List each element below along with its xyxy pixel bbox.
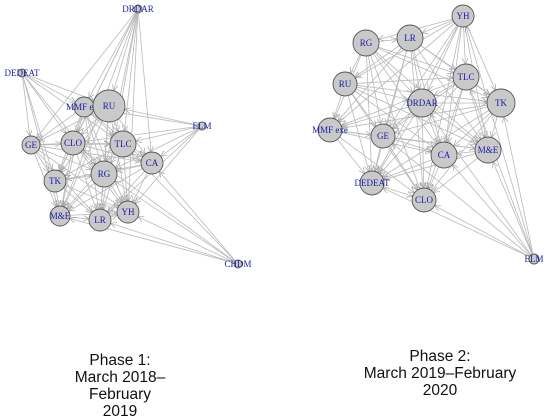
phase2-node-ca: CA	[431, 142, 457, 168]
phase1-node-yh: YH	[117, 201, 139, 223]
phase2-network: YH RG LR RU TLC DRDAR TK MMF exe GE M&E CA DEDEAT CL…	[312, 5, 543, 264]
phase2-caption: Phase 2: March 2019–February 2020	[355, 348, 525, 399]
phase2-edge-mmf-exe-dedeat	[337, 139, 363, 172]
phase1-node-lr: LR	[89, 209, 111, 231]
phase2-node-label: CA	[438, 150, 451, 160]
phase1-caption-line-2: March 2018–February	[45, 369, 195, 403]
phase1-node-label: TK	[49, 176, 61, 186]
phase1-edge-elm-clo	[86, 127, 198, 142]
phase1-edge-elm-ru	[126, 110, 198, 126]
phase2-node-lr: LR	[397, 25, 423, 51]
phase1-node-mande: M&E	[50, 206, 71, 226]
phase1-node-tlc: TLC	[110, 131, 136, 157]
phase1-edge-lr-yh	[111, 215, 117, 217]
phase1-edge-chdm-lr	[111, 224, 234, 263]
phase2-edge-elm-clo	[435, 206, 529, 256]
phase1-edge-mande-lr	[70, 217, 88, 219]
phase2-node-label: LR	[404, 33, 416, 43]
phase1-edge-elm-tlc	[137, 127, 198, 141]
phase1-node-ca: CA	[141, 152, 163, 174]
phase2-edge-rg-lr	[379, 40, 396, 42]
phase2-edge-drdar-ca	[427, 116, 438, 142]
phase1-node-label: LR	[94, 215, 106, 225]
phase2-edge-ru-ge	[352, 94, 375, 126]
phase1-node-label: M&E	[50, 211, 71, 221]
phase2-node-label: MMF exe	[312, 125, 348, 135]
phase2-caption-line-1: Phase 2:	[355, 348, 525, 365]
phase1-node-label: GE	[25, 140, 37, 150]
phase1-node-label: YH	[122, 207, 135, 217]
phase1-node-tk: TK	[44, 170, 66, 192]
phase2-edge-tk-mande	[492, 116, 498, 136]
phase1-edge-dedeat-ru	[26, 74, 93, 100]
phase2-node-mmf-exe: MMF exe	[312, 118, 348, 142]
phase1-node-rg: RG	[91, 161, 117, 187]
phase2-edge-rg-ru	[351, 55, 360, 73]
phase2-edge-ru-mmf-exe	[334, 95, 341, 117]
phase2-node-label: DEDEAT	[355, 178, 390, 188]
phase1-node-clo: CLO	[61, 131, 85, 155]
phase2-caption-line-2: March 2019–February	[355, 365, 525, 382]
phase2-node-label: YH	[457, 11, 470, 21]
phase2-node-rg: RG	[353, 30, 379, 56]
phase1-node-label: RU	[103, 101, 116, 111]
phase1-node-label: TLC	[115, 139, 132, 149]
phase2-node-label: ELM	[525, 254, 544, 264]
phase1-node-chdm: CHDM	[224, 259, 251, 269]
phase2-edge-rg-dedeat	[367, 56, 372, 170]
phase1-node-dedeat: DEDEAT	[5, 68, 40, 78]
phase2-node-yh: YH	[452, 5, 474, 27]
phase1-edge-chdm-yh	[139, 217, 235, 262]
phase2-node-label: DRDAR	[406, 98, 438, 108]
phase1-node-label: ELM	[193, 121, 212, 131]
phase2-node-ge: GE	[371, 124, 395, 148]
phase1-edge-chdm-ca	[160, 172, 236, 261]
phase2-node-ru: RU	[333, 72, 357, 96]
phase1-node-ge: GE	[22, 136, 40, 154]
phase2-edge-mande-ca	[458, 151, 475, 153]
phase2-node-mande: M&E	[475, 137, 501, 163]
phase1-node-drdar: DRDAR	[122, 4, 154, 14]
phase2-node-label: GE	[377, 131, 389, 141]
phase1-node-label: CA	[146, 158, 159, 168]
phase2-edge-elm-tk	[504, 118, 533, 254]
phase2-node-label: CLO	[415, 195, 434, 205]
phase2-node-clo: CLO	[412, 188, 436, 212]
phase1-node-ru: RU	[93, 90, 125, 122]
phase2-node-label: RU	[339, 79, 352, 89]
phase2-node-elm: ELM	[525, 254, 544, 264]
phase1-caption-line-1: Phase 1:	[45, 352, 195, 369]
phase2-node-tlc: TLC	[453, 64, 479, 90]
phase2-node-label: M&E	[478, 145, 499, 155]
phase2-node-label: RG	[360, 38, 373, 48]
phase1-edge-drdar-mmf-exe	[89, 13, 136, 98]
phase1-node-label: CHDM	[224, 259, 251, 269]
phase1-node-label: DEDEAT	[5, 68, 40, 78]
phase2-node-dedeat: DEDEAT	[355, 171, 390, 195]
phase1-caption-line-3: 2019	[45, 403, 195, 420]
phase2-node-label: TK	[495, 98, 507, 108]
phase1-node-label: CLO	[64, 138, 83, 148]
phase2-node-tk: TK	[487, 89, 515, 117]
phase1-node-elm: ELM	[193, 121, 212, 131]
phase1-edge-ca-rg	[118, 165, 142, 170]
phase1-node-label: DRDAR	[122, 4, 154, 14]
phase1-node-label: RG	[98, 169, 111, 179]
phase1-edge-drdar-ca	[138, 13, 151, 151]
phase2-node-label: TLC	[458, 72, 475, 82]
phase2-edge-yh-tlc	[464, 27, 466, 63]
phase2-edge-ru-tlc	[357, 78, 452, 83]
phase2-caption-line-3: 2020	[355, 382, 525, 399]
phase2-edge-elm-yh	[466, 28, 532, 255]
phase2-edge-elm-ca	[453, 166, 531, 256]
